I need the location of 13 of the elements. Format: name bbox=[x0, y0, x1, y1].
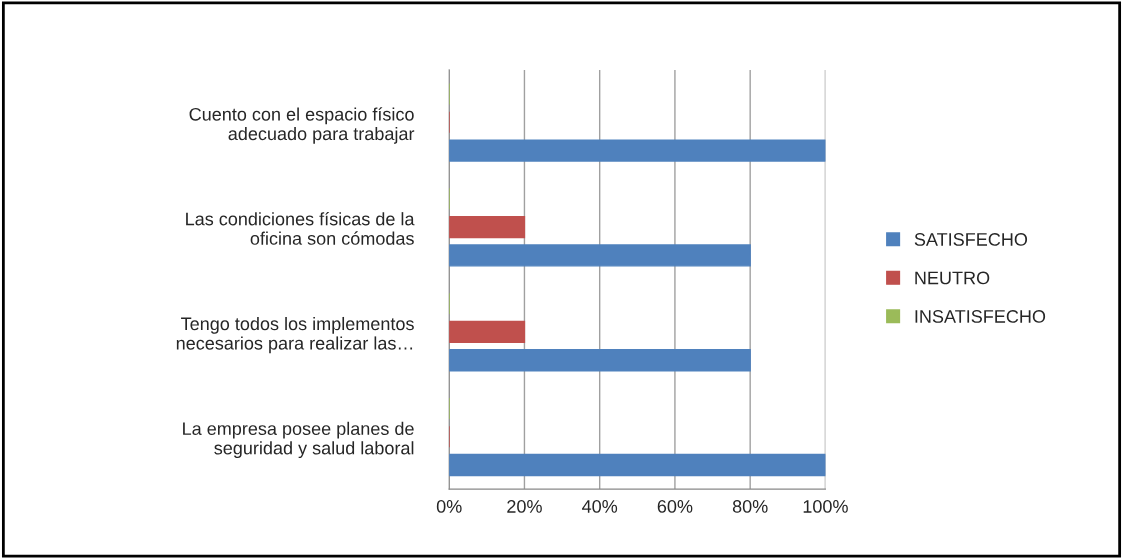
y-tick-label: Las condiciones físicas de la oficina son cómodas bbox=[186, 211, 415, 245]
y-tick-label: Tengo todos los implementos necesarios para realizar las… bbox=[176, 316, 414, 354]
legend-label: NEUTRO bbox=[915, 271, 990, 285]
x-tick-label: 20% bbox=[507, 500, 542, 513]
y-tick-label: Cuento con el espacio físico adecuado para trabajar bbox=[189, 107, 415, 144]
x-tick-label: 40% bbox=[582, 500, 618, 513]
x-tick-label: 80% bbox=[732, 500, 768, 513]
legend-label: SATISFECHO bbox=[914, 233, 1028, 246]
x-tick-label: 100% bbox=[803, 500, 848, 513]
y-tick-label: La empresa posee planes de seguridad y salud laboral bbox=[183, 421, 414, 459]
legend-label: INSATISFECHO bbox=[915, 310, 1046, 323]
x-tick-label: 0% bbox=[436, 500, 462, 513]
x-tick-label: 60% bbox=[657, 500, 693, 513]
